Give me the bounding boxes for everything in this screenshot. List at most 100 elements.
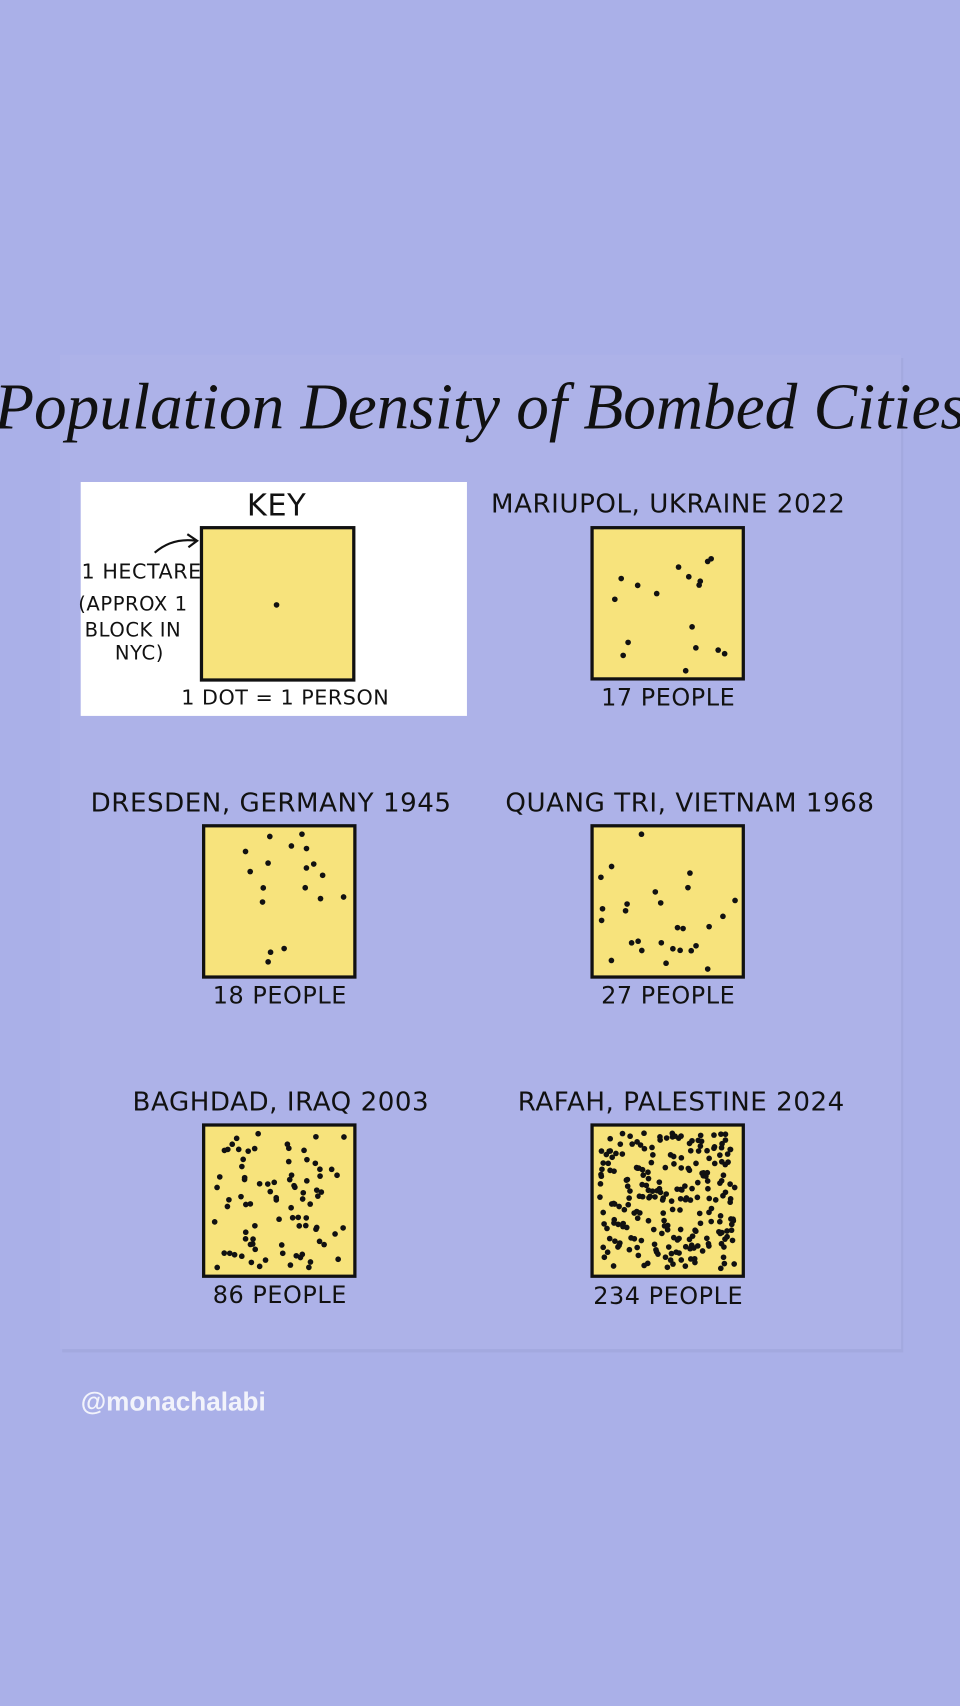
person-dot xyxy=(224,1203,231,1210)
person-dot xyxy=(315,1193,321,1199)
person-dot xyxy=(247,1201,254,1207)
person-dot xyxy=(289,1214,296,1221)
person-dot xyxy=(668,1250,675,1257)
title: Population Density of Bombed Cities xyxy=(0,371,960,443)
person-dot xyxy=(231,1251,238,1258)
person-dot xyxy=(288,843,295,849)
person-dot xyxy=(641,1130,647,1137)
person-dot xyxy=(611,1216,618,1223)
person-dot xyxy=(659,1230,665,1237)
person-dot xyxy=(664,1264,671,1271)
person-dot xyxy=(610,1263,617,1269)
city-name: DRESDEN, GERMANY 1945 xyxy=(91,789,452,819)
person-dot xyxy=(251,1145,258,1152)
person-dot xyxy=(708,1218,715,1225)
person-dot xyxy=(615,1221,622,1228)
person-dot xyxy=(245,1148,252,1154)
person-dot xyxy=(674,924,681,931)
person-dot xyxy=(724,1228,730,1234)
person-dot xyxy=(616,1203,622,1210)
person-dot xyxy=(240,1156,246,1163)
person-dot xyxy=(688,947,695,954)
person-dot xyxy=(706,1243,712,1249)
person-dot xyxy=(685,573,692,580)
person-dot xyxy=(731,1184,738,1191)
person-dot xyxy=(321,1241,327,1248)
person-dot xyxy=(685,884,691,891)
person-dot xyxy=(711,1132,717,1138)
person-dot xyxy=(243,1201,249,1208)
person-dot xyxy=(631,1210,638,1216)
person-dot xyxy=(669,1206,676,1213)
person-dot xyxy=(242,848,249,855)
person-dot xyxy=(328,1166,335,1173)
person-dot xyxy=(287,1262,294,1268)
key-unit: 1 HECTARE xyxy=(82,559,202,583)
person-dot xyxy=(717,1180,723,1187)
person-dot xyxy=(717,1152,723,1158)
person-dot xyxy=(620,652,626,659)
person-dot xyxy=(645,1175,652,1182)
person-dot xyxy=(634,1215,641,1222)
person-dot xyxy=(608,863,615,870)
person-dot xyxy=(285,1145,292,1152)
person-dot xyxy=(224,1146,231,1153)
person-dot xyxy=(671,1161,677,1167)
person-dot xyxy=(242,1236,249,1242)
person-dot xyxy=(281,945,287,952)
person-dot xyxy=(694,1194,701,1201)
person-dot xyxy=(716,1218,723,1225)
person-dot xyxy=(599,905,606,912)
person-dot xyxy=(729,1237,736,1244)
person-dot xyxy=(288,1172,295,1178)
person-dot xyxy=(301,1147,307,1154)
people-dots xyxy=(598,831,738,972)
person-dot xyxy=(638,947,645,954)
people-label: 18 PEOPLE xyxy=(213,982,347,1010)
person-dot xyxy=(628,940,635,946)
person-dot xyxy=(279,1250,286,1257)
person-dot xyxy=(264,1181,271,1187)
person-dot xyxy=(618,575,625,582)
people-label: 86 PEOPLE xyxy=(213,1281,347,1309)
person-dot xyxy=(273,1197,280,1203)
person-dot xyxy=(286,1176,293,1183)
person-dot xyxy=(706,1155,712,1162)
person-dot xyxy=(664,1226,671,1233)
person-dot xyxy=(335,1256,341,1263)
person-dot xyxy=(259,899,266,905)
person-dot xyxy=(653,590,660,597)
person-dot xyxy=(721,650,728,657)
person-dot xyxy=(252,1246,259,1253)
people-label: 27 PEOPLE xyxy=(601,982,735,1010)
person-dot xyxy=(238,1193,244,1200)
person-dot xyxy=(670,1234,677,1241)
people-dots xyxy=(211,1130,347,1271)
person-dot xyxy=(663,1191,670,1197)
person-dot xyxy=(613,1150,619,1157)
person-dot xyxy=(598,874,604,881)
key-legend: 1 DOT = 1 PERSON xyxy=(181,686,389,710)
person-dot xyxy=(638,1237,645,1244)
person-dot xyxy=(303,1215,310,1221)
person-dot xyxy=(296,1223,303,1229)
person-dot xyxy=(260,885,267,891)
person-dot xyxy=(626,1246,633,1253)
person-dot xyxy=(250,1236,256,1242)
person-dot xyxy=(670,1153,677,1160)
person-dot xyxy=(247,868,254,875)
person-dot xyxy=(678,1257,685,1263)
person-dot xyxy=(648,1159,655,1166)
person-dot xyxy=(340,1225,346,1231)
person-dot xyxy=(649,1144,655,1151)
person-dot xyxy=(303,1177,310,1184)
person-dot xyxy=(608,957,615,964)
person-dot xyxy=(727,1199,734,1206)
person-dot xyxy=(620,1223,626,1230)
person-dot xyxy=(239,1163,245,1170)
person-dot xyxy=(720,1172,727,1179)
key-note: (APPROX 1 xyxy=(78,592,187,615)
person-dot xyxy=(675,564,682,570)
person-dot xyxy=(656,1179,663,1185)
